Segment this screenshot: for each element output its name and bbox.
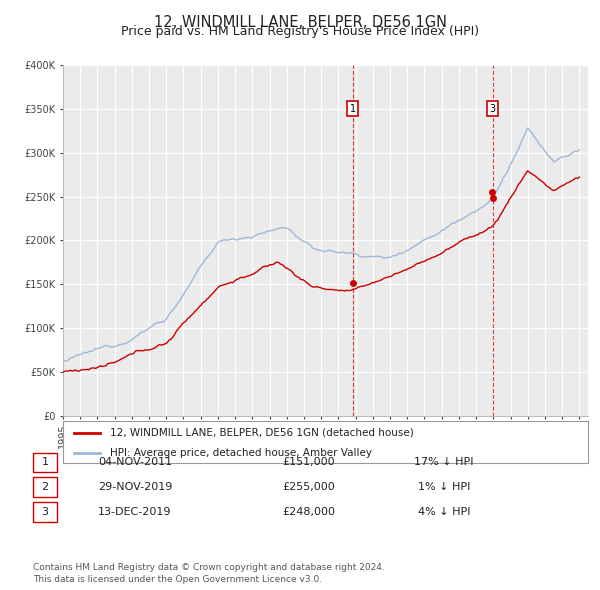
Text: 3: 3 [41,507,49,517]
Text: £151,000: £151,000 [283,457,335,467]
Text: 13-DEC-2019: 13-DEC-2019 [98,507,172,517]
Text: 04-NOV-2011: 04-NOV-2011 [98,457,172,467]
Text: 3: 3 [490,104,496,114]
Text: 12, WINDMILL LANE, BELPER, DE56 1GN (detached house): 12, WINDMILL LANE, BELPER, DE56 1GN (det… [110,428,414,438]
Text: 17% ↓ HPI: 17% ↓ HPI [414,457,474,467]
Text: 2: 2 [41,482,49,492]
Text: 1: 1 [350,104,356,114]
Text: 1: 1 [41,457,49,467]
Text: 29-NOV-2019: 29-NOV-2019 [98,482,172,492]
Text: £255,000: £255,000 [283,482,335,492]
Text: Price paid vs. HM Land Registry's House Price Index (HPI): Price paid vs. HM Land Registry's House … [121,25,479,38]
Text: 12, WINDMILL LANE, BELPER, DE56 1GN: 12, WINDMILL LANE, BELPER, DE56 1GN [154,15,446,30]
Text: 4% ↓ HPI: 4% ↓ HPI [418,507,470,517]
Text: Contains HM Land Registry data © Crown copyright and database right 2024.
This d: Contains HM Land Registry data © Crown c… [33,563,385,584]
Text: £248,000: £248,000 [283,507,335,517]
Text: HPI: Average price, detached house, Amber Valley: HPI: Average price, detached house, Ambe… [110,448,372,457]
Text: 1% ↓ HPI: 1% ↓ HPI [418,482,470,492]
